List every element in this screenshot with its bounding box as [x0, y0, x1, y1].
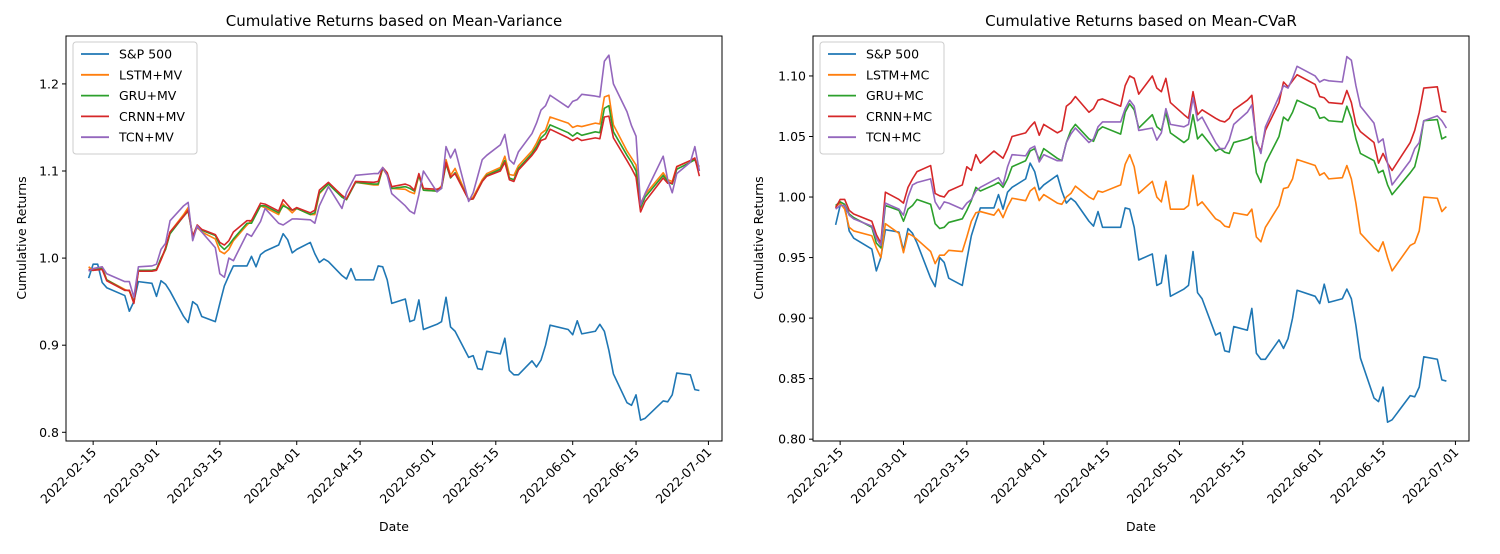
- legend-label-tcn-mv: TCN+MV: [118, 130, 174, 145]
- series-layer: [834, 55, 1448, 424]
- y-tick-label: 0.95: [778, 250, 806, 265]
- y-tick-label: 1.1: [39, 164, 59, 179]
- y-axis-label: Cumulative Returns: [751, 176, 766, 299]
- legend-label-crnn-mc: CRNN+MC: [866, 109, 932, 124]
- legend-label-lstm-mv: LSTM+MV: [119, 67, 183, 82]
- y-tick-label: 1.2: [39, 76, 59, 91]
- legend-label-tcn-mc: TCN+MC: [865, 130, 921, 145]
- legend-label-s-p-500: S&P 500: [119, 47, 172, 62]
- series-line-s-p-500: [87, 232, 700, 421]
- chart-title: Cumulative Returns based on Mean-Varianc…: [226, 12, 562, 30]
- legend-label-gru-mv: GRU+MV: [119, 88, 177, 103]
- legend: S&P 500 LSTM+MC GRU+MC CRNN+MC TCN+MC: [819, 41, 945, 155]
- y-tick-label: 1.00: [778, 190, 806, 205]
- legend-label-s-p-500: S&P 500: [866, 47, 919, 62]
- x-axis-label: Date: [1126, 519, 1156, 534]
- legend-box: [72, 41, 198, 155]
- y-tick-label: 1.05: [778, 129, 806, 144]
- chart-title: Cumulative Returns based on Mean-CVaR: [985, 12, 1297, 30]
- y-tick-label: 0.80: [778, 432, 806, 447]
- y-tick-label: 0.85: [778, 371, 806, 386]
- y-tick-label: 1.0: [39, 251, 59, 266]
- y-tick-label: 0.8: [39, 425, 59, 440]
- legend-label-lstm-mc: LSTM+MC: [866, 67, 930, 82]
- plot-frame: [812, 35, 1470, 442]
- y-axis-label: Cumulative Returns: [14, 176, 29, 299]
- series-line-s-p-500: [834, 162, 1447, 424]
- series-line-tcn-mv: [88, 54, 701, 299]
- series-line-crnn-mc: [834, 73, 1447, 244]
- series-line-lstm-mc: [835, 153, 1447, 272]
- series-line-tcn-mc: [835, 55, 1448, 247]
- y-tick-label: 0.90: [778, 311, 806, 326]
- legend-label-crnn-mv: CRNN+MV: [119, 109, 185, 124]
- legend: S&P 500 LSTM+MV GRU+MV CRNN+MV TCN+MV: [72, 41, 198, 155]
- y-tick-label: 0.9: [39, 338, 59, 353]
- series-layer: [87, 54, 701, 421]
- legend-label-gru-mc: GRU+MC: [866, 88, 924, 103]
- y-tick-label: 1.10: [778, 68, 806, 83]
- x-axis-label: Date: [379, 519, 409, 534]
- plot-frame: [65, 35, 723, 442]
- legend-box: [819, 41, 945, 155]
